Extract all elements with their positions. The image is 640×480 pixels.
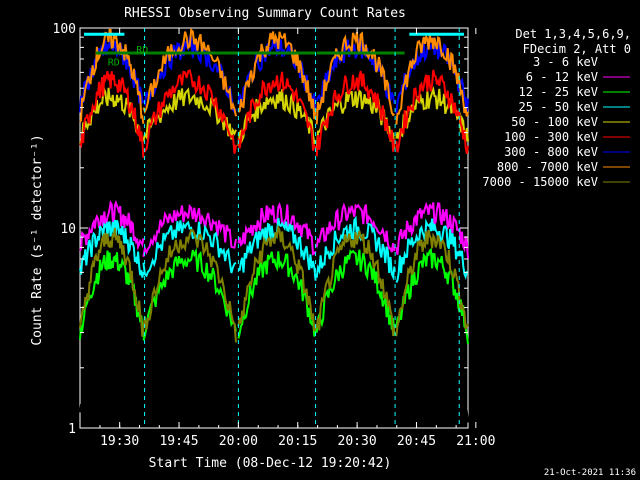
legend-entry-label: 6 - 12 keV bbox=[526, 70, 598, 84]
series-line bbox=[315, 215, 396, 281]
legend-entry-label: 12 - 25 keV bbox=[519, 85, 598, 99]
series-line bbox=[79, 70, 145, 158]
footer-timestamp: 21-Oct-2021 11:36 bbox=[544, 468, 636, 478]
series-line bbox=[237, 251, 317, 339]
series-line bbox=[237, 300, 317, 418]
x-tick-label: 20:45 bbox=[397, 434, 436, 449]
series-line bbox=[315, 299, 396, 424]
y-axis-label: Count Rate (s⁻¹ detector⁻¹) bbox=[30, 134, 45, 345]
series-line bbox=[142, 203, 237, 257]
series-line bbox=[142, 27, 237, 117]
series-line bbox=[315, 230, 396, 336]
series-line bbox=[79, 219, 145, 278]
series-line bbox=[237, 31, 317, 120]
series-line bbox=[395, 229, 469, 337]
series-line bbox=[79, 28, 145, 124]
series-line bbox=[315, 31, 396, 125]
y-tick-label: 10 bbox=[60, 222, 76, 237]
legend: Det 1,3,4,5,6,9,FDecim 2, Att 03 - 6 keV… bbox=[482, 27, 631, 189]
x-tick-label: 19:30 bbox=[100, 434, 139, 449]
legend-entry-label: 7000 - 15000 keV bbox=[482, 175, 598, 189]
x-tick-label: 19:45 bbox=[159, 434, 198, 449]
x-tick-label: 20:15 bbox=[278, 434, 317, 449]
legend-entry-label: 25 - 50 keV bbox=[519, 100, 598, 114]
series-line bbox=[142, 220, 237, 278]
series-line bbox=[315, 70, 396, 157]
series-line bbox=[395, 201, 469, 259]
series-line bbox=[237, 224, 317, 332]
legend-entry-label: 800 - 7000 keV bbox=[497, 160, 598, 174]
series-line bbox=[79, 227, 145, 337]
x-tick-label: 20:00 bbox=[219, 434, 258, 449]
x-tick-label: 20:30 bbox=[338, 434, 377, 449]
legend-entry-label: 300 - 800 keV bbox=[504, 145, 598, 159]
series-line bbox=[142, 69, 237, 154]
series-line bbox=[142, 298, 237, 423]
series-line bbox=[395, 218, 469, 283]
series-line bbox=[142, 247, 237, 341]
series-line bbox=[395, 298, 469, 423]
legend-entry-label: 100 - 300 keV bbox=[504, 130, 598, 144]
y-tick-label: 100 bbox=[53, 22, 76, 37]
series-line bbox=[79, 199, 145, 252]
series-line bbox=[315, 88, 396, 149]
series-line bbox=[395, 69, 469, 155]
legend-header: Det 1,3,4,5,6,9, bbox=[515, 27, 631, 41]
y-axis: 1 10 100 bbox=[53, 22, 468, 437]
legend-entry-label: 50 - 100 keV bbox=[511, 115, 598, 129]
series-line bbox=[237, 71, 317, 151]
annotation-label: RD bbox=[136, 45, 148, 56]
y-tick-label: 1 bbox=[68, 422, 76, 437]
legend-entry-label: 3 - 6 keV bbox=[533, 55, 598, 69]
chart-title: RHESSI Observing Summary Count Rates bbox=[124, 6, 406, 21]
plot-area: RD RD bbox=[79, 27, 469, 429]
x-axis-label: Start Time (08-Dec-12 19:20:42) bbox=[149, 456, 392, 471]
series-line bbox=[395, 33, 469, 125]
series-line bbox=[315, 202, 396, 253]
series-line bbox=[395, 247, 469, 345]
series-line bbox=[142, 228, 237, 343]
legend-header: FDecim 2, Att 0 bbox=[523, 42, 631, 56]
x-axis: 19:30 19:45 20:00 20:15 20:30 20:45 21:00 bbox=[99, 28, 495, 449]
x-tick-label: 21:00 bbox=[456, 434, 495, 449]
annotation-label: RD bbox=[108, 57, 120, 68]
series-line bbox=[79, 298, 144, 413]
